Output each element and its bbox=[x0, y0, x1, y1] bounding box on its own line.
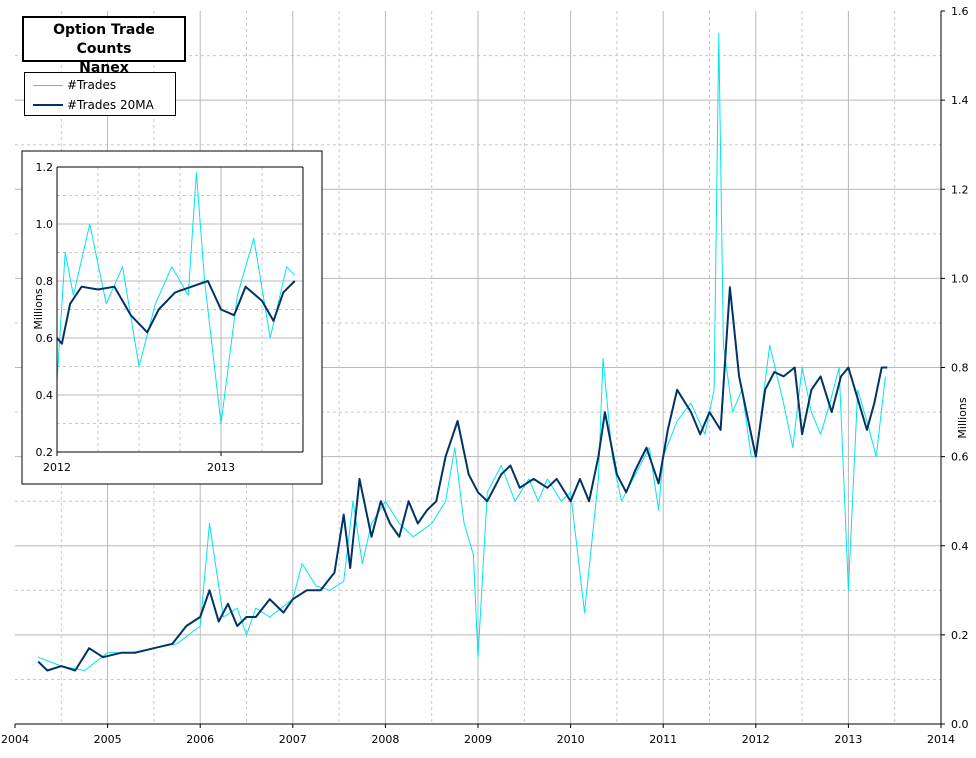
x-tick-label: 2012 bbox=[43, 461, 71, 474]
y-tick-label: 1.0 bbox=[951, 272, 969, 285]
x-tick-label: 2009 bbox=[464, 733, 492, 746]
x-tick-label: 2006 bbox=[186, 733, 214, 746]
chart-title-box: Option Trade Counts Nanex bbox=[22, 16, 186, 76]
x-tick-label: 2013 bbox=[834, 733, 862, 746]
legend-label-trades-20ma: #Trades 20MA bbox=[67, 98, 154, 112]
y-tick-label: 0.2 bbox=[36, 446, 54, 459]
x-tick-label: 2008 bbox=[371, 733, 399, 746]
y-tick-label: 1.6 bbox=[951, 5, 969, 18]
x-tick-label: 2011 bbox=[649, 733, 677, 746]
x-tick-label: 2013 bbox=[207, 461, 235, 474]
x-tick-label: 2007 bbox=[279, 733, 307, 746]
y-tick-label: 0.6 bbox=[951, 451, 969, 464]
y-tick-label: 1.0 bbox=[36, 218, 54, 231]
series-line-trades-20ma bbox=[56, 280, 296, 345]
main-axes: 0.0 0.2 0.4 0.6 0.8 1.0 1.2 1.4 1.6 2004 2005 2006 2… bbox=[1, 5, 969, 746]
y-tick-label: 0.4 bbox=[951, 540, 969, 553]
inset-axes: 0.2 0.4 0.6 0.8 1.0 1.2 2012 2013 bbox=[36, 161, 304, 474]
y-tick-label: 1.2 bbox=[951, 183, 969, 196]
y-tick-label: 0.6 bbox=[36, 332, 54, 345]
y-tick-label: 0.2 bbox=[951, 629, 969, 642]
chart-title: Option Trade Counts bbox=[53, 22, 155, 57]
main-series-group bbox=[37, 32, 888, 672]
inset-chart: 0.2 0.4 0.6 0.8 1.0 1.2 2012 2013 Millions bbox=[21, 150, 323, 485]
y-tick-label: 0.0 bbox=[951, 718, 969, 731]
y-tick-label: 0.4 bbox=[36, 389, 54, 402]
main-y-axis-title: Millions bbox=[956, 397, 969, 438]
inset-gridlines bbox=[57, 167, 303, 452]
y-tick-label: 0.8 bbox=[36, 275, 54, 288]
x-tick-label: 2004 bbox=[1, 733, 29, 746]
legend-swatch-trades-20ma bbox=[33, 104, 63, 106]
legend-item-trades: #Trades bbox=[33, 77, 116, 93]
y-tick-label: 1.4 bbox=[951, 94, 969, 107]
inset-y-axis-title: Millions bbox=[32, 288, 45, 329]
legend-swatch-trades bbox=[33, 84, 63, 86]
x-tick-label: 2012 bbox=[742, 733, 770, 746]
legend-item-trades-20ma: #Trades 20MA bbox=[33, 97, 154, 113]
x-tick-label: 2005 bbox=[94, 733, 122, 746]
series-line-trades-20ma bbox=[37, 286, 888, 672]
inset-series-group bbox=[56, 172, 296, 424]
legend: #Trades #Trades 20MA bbox=[24, 72, 176, 116]
series-line-trades bbox=[56, 172, 296, 424]
x-tick-label: 2014 bbox=[927, 733, 955, 746]
legend-label-trades: #Trades bbox=[67, 78, 117, 92]
x-tick-label: 2010 bbox=[557, 733, 585, 746]
y-tick-label: 1.2 bbox=[36, 161, 54, 174]
y-tick-label: 0.8 bbox=[951, 362, 969, 375]
